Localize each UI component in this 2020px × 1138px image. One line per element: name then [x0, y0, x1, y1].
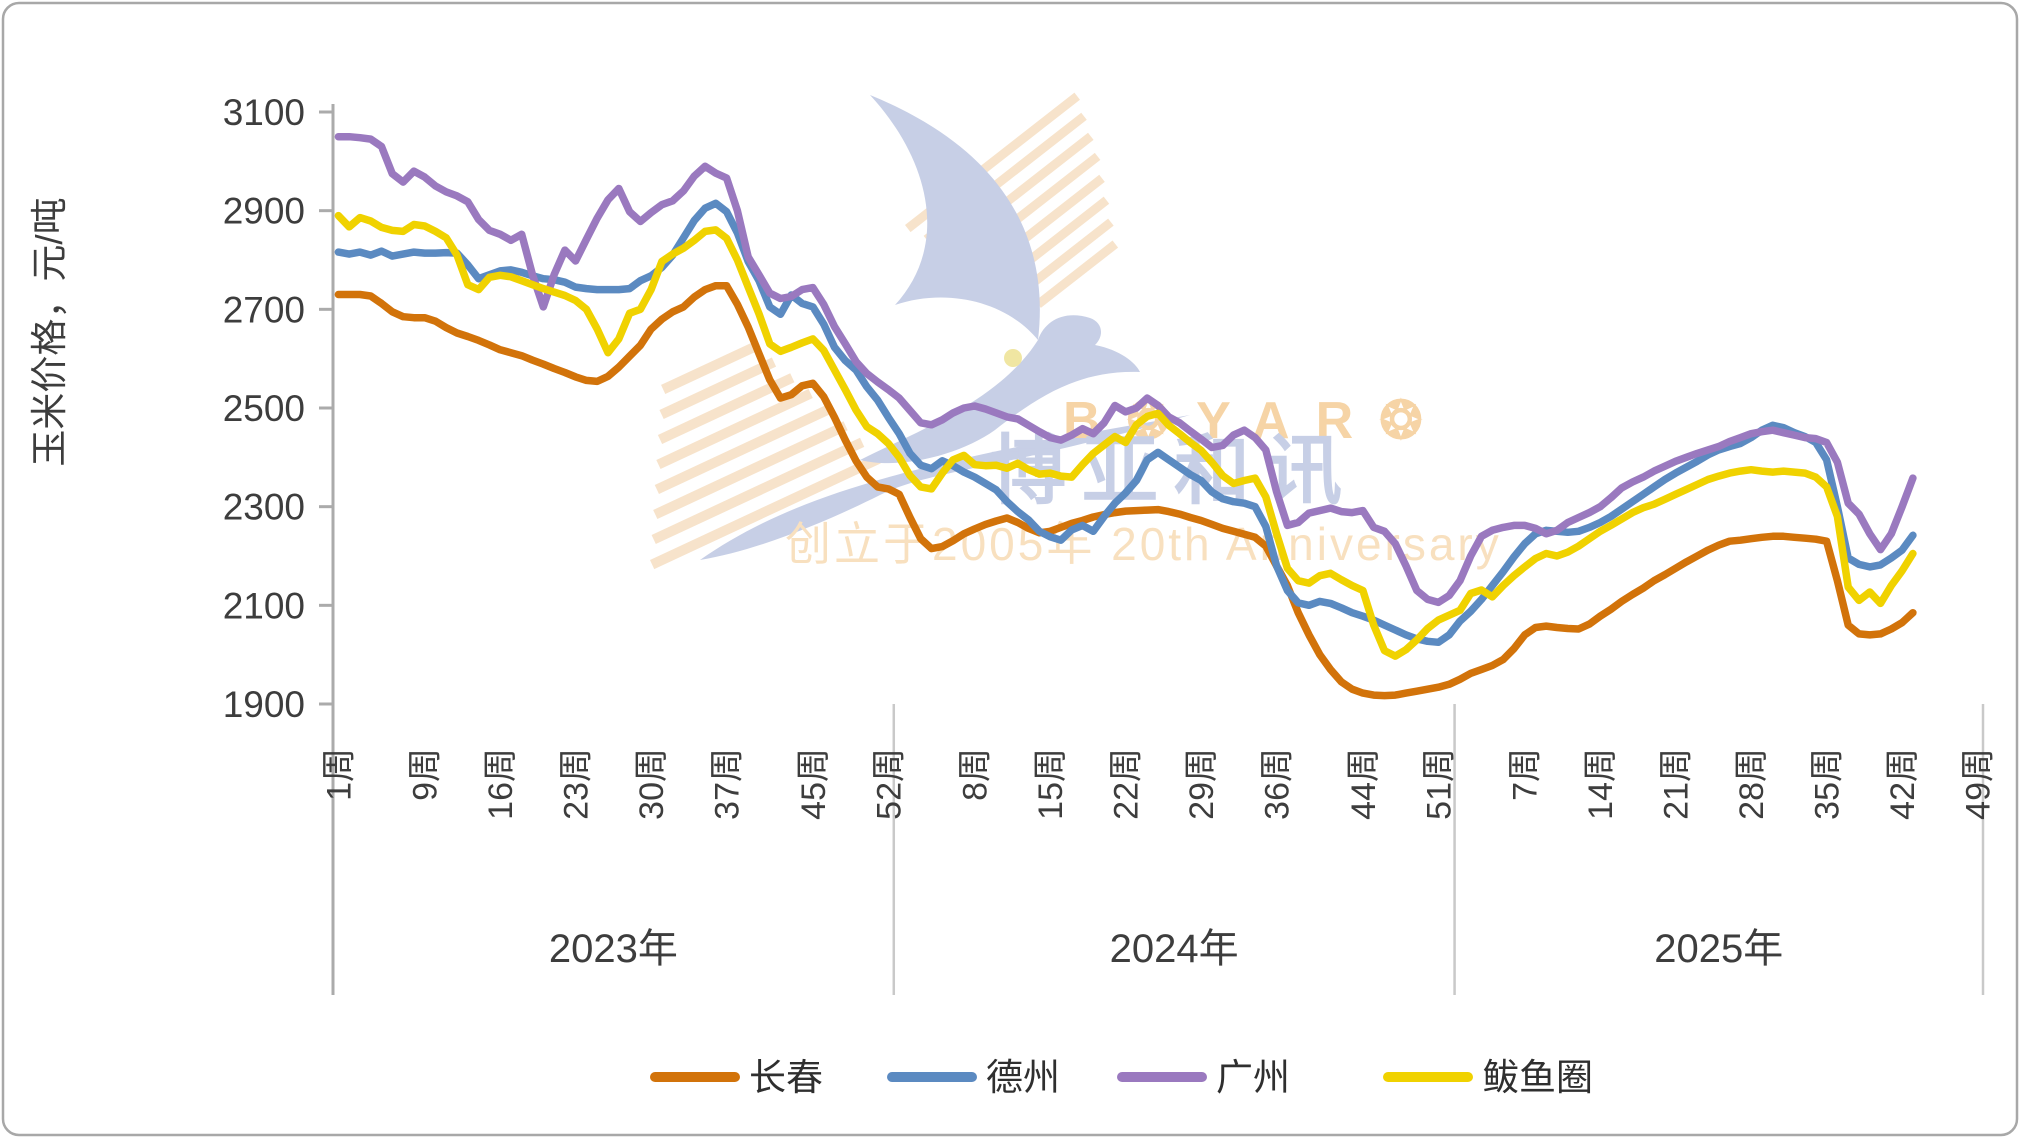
x-axis: 1周 9周 16周 23周 30周 37周 45周 52周 2023年 8周 15周 22周 29周 36…: [320, 704, 1998, 995]
x-tick-label: 28周: [1733, 748, 1771, 820]
series-dezhou-line: [334, 199, 1917, 647]
legend: 长春 德州 广州 鲅鱼圈: [650, 1057, 1593, 1098]
y-tick-label: 2900: [223, 191, 305, 232]
legend-item-dezhou: 德州: [887, 1057, 1060, 1098]
y-axis-title: 玉米价格，元/吨: [29, 197, 70, 466]
legend-label-guangzhou: 广州: [1216, 1057, 1290, 1098]
y-tick-label: 2500: [223, 388, 305, 429]
series-bayuquan-line: [334, 211, 1917, 660]
legend-item-bayuquan: 鲅鱼圈: [1383, 1057, 1593, 1098]
x-tick-label: 49周: [1960, 748, 1998, 820]
x-tick-label: 42周: [1884, 748, 1922, 820]
year-label: 2024年: [1110, 927, 1239, 971]
x-tick-label: 9周: [407, 748, 445, 801]
y-tick-label: 3100: [223, 92, 305, 133]
x-tick-label: 45周: [795, 748, 833, 820]
x-tick-label: 44周: [1345, 748, 1383, 820]
legend-label-bayuquan: 鲅鱼圈: [1482, 1057, 1593, 1098]
x-tick-label: 30周: [633, 748, 671, 820]
x-tick-label: 1周: [320, 748, 358, 801]
legend-label-changchun: 长春: [749, 1057, 823, 1098]
x-tick-label: 8周: [957, 748, 995, 801]
year-label: 2025年: [1654, 927, 1783, 971]
series-changchun-line: [334, 281, 1917, 700]
x-tick-label: 15周: [1032, 748, 1070, 820]
x-tick-label: 35周: [1809, 748, 1847, 820]
legend-item-guangzhou: 广州: [1117, 1057, 1290, 1098]
bird-upper-wing: [870, 95, 1040, 340]
x-tick-label: 14周: [1582, 748, 1620, 820]
x-tick-label: 51周: [1420, 748, 1458, 820]
bird-eye: [1004, 349, 1022, 367]
y-tick-label: 1900: [223, 684, 305, 725]
x-tick-label: 16周: [482, 748, 520, 820]
x-tick-label: 36周: [1259, 748, 1297, 820]
bird-tail-swoosh: [700, 415, 1190, 560]
chart-series: [334, 132, 1917, 700]
x-tick-label: 52周: [870, 748, 908, 820]
legend-label-dezhou: 德州: [986, 1057, 1060, 1098]
x-tick-label: 37周: [709, 748, 747, 820]
legend-item-changchun: 长春: [650, 1057, 823, 1098]
x-tick-label: 29周: [1183, 748, 1221, 820]
y-axis: 3100 2900 2700 2500 2300 2100 1900: [223, 92, 335, 995]
year-label: 2023年: [549, 927, 678, 971]
x-tick-label: 7周: [1507, 748, 1545, 801]
y-tick-label: 2300: [223, 487, 305, 528]
x-tick-label: 22周: [1108, 748, 1146, 820]
x-tick-label: 23周: [558, 748, 596, 820]
y-tick-label: 2700: [223, 289, 305, 330]
series-guangzhou-line: [334, 132, 1917, 607]
watermark: B❂YAR❂ 博亚和讯 创立于2005年 20th Anniversary: [650, 92, 1499, 570]
watermark-stripes-lower: [650, 341, 881, 570]
x-tick-label: 21周: [1658, 748, 1696, 820]
y-tick-label: 2100: [223, 585, 305, 626]
